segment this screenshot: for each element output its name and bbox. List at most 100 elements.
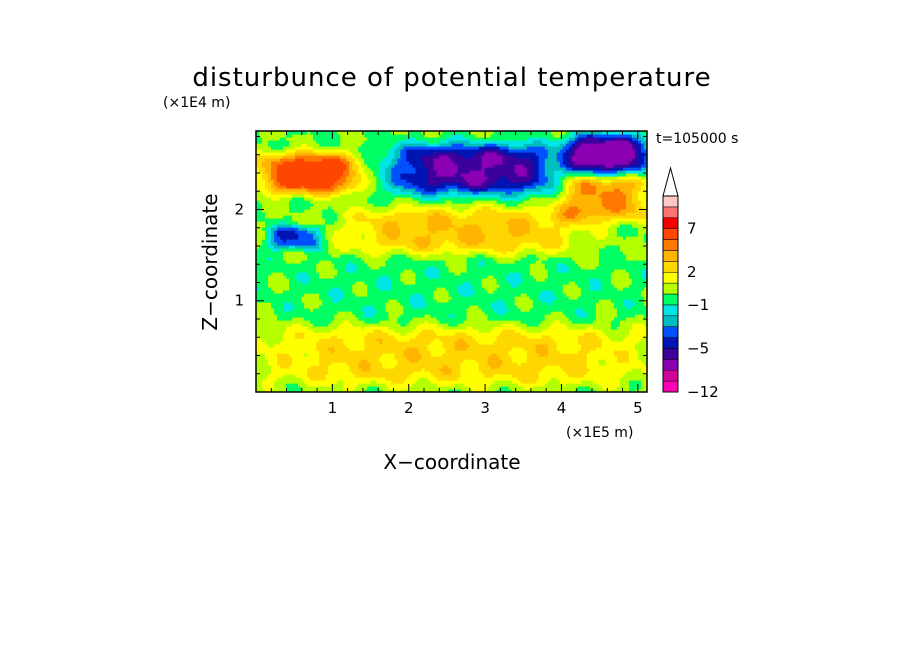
field-cell xyxy=(442,389,447,392)
field-cell xyxy=(625,293,630,297)
field-cell xyxy=(277,368,281,372)
field-cell xyxy=(310,335,314,339)
field-cell xyxy=(298,374,302,378)
field-cell xyxy=(550,326,555,330)
field-cell xyxy=(445,293,450,297)
field-cell xyxy=(442,368,447,372)
field-cell xyxy=(532,383,537,387)
field-cell xyxy=(280,359,284,363)
field-cell xyxy=(307,302,311,306)
field-cell xyxy=(634,281,639,285)
field-cell xyxy=(481,374,486,378)
field-cell xyxy=(337,290,341,294)
field-cell xyxy=(373,329,377,333)
field-cell xyxy=(595,308,600,312)
field-cell xyxy=(391,341,395,345)
field-cell xyxy=(328,323,332,327)
field-cell xyxy=(634,374,639,378)
field-cell xyxy=(496,290,501,294)
field-cell xyxy=(541,353,546,357)
field-cell xyxy=(583,338,588,342)
field-cell xyxy=(493,356,498,360)
field-cell xyxy=(295,299,299,303)
field-cell xyxy=(598,308,603,312)
field-cell xyxy=(265,338,269,342)
field-cell xyxy=(433,299,438,303)
field-cell xyxy=(292,341,296,345)
field-cell xyxy=(460,314,465,318)
field-cell xyxy=(640,287,645,291)
field-cell xyxy=(271,323,275,327)
field-cell xyxy=(547,329,552,333)
field-cell xyxy=(298,362,302,366)
field-cell xyxy=(283,365,287,369)
field-cell xyxy=(487,332,492,336)
field-cell xyxy=(475,374,480,378)
field-cell xyxy=(484,389,489,392)
field-cell xyxy=(433,371,438,375)
field-cell xyxy=(256,308,260,312)
field-cell xyxy=(604,389,609,392)
field-cell xyxy=(412,293,417,297)
field-cell xyxy=(418,314,423,318)
field-cell xyxy=(625,359,630,363)
field-cell xyxy=(637,308,642,312)
field-cell xyxy=(586,341,591,345)
field-cell xyxy=(607,371,612,375)
field-cell xyxy=(466,389,471,392)
field-cell xyxy=(262,281,266,285)
field-cell xyxy=(292,323,296,327)
field-cell xyxy=(415,362,420,366)
field-cell xyxy=(334,383,338,387)
field-cell xyxy=(400,371,404,375)
field-cell xyxy=(460,362,465,366)
field-cell xyxy=(562,302,567,306)
field-cell xyxy=(640,338,645,342)
field-cell xyxy=(631,329,636,333)
field-cell xyxy=(265,323,269,327)
field-cell xyxy=(307,362,311,366)
field-cell xyxy=(586,359,591,363)
field-cell xyxy=(388,383,392,387)
field-cell xyxy=(349,290,353,294)
field-cell xyxy=(640,326,645,330)
field-cell xyxy=(517,326,522,330)
field-cell xyxy=(400,344,404,348)
field-cell xyxy=(622,380,627,384)
field-cell xyxy=(547,293,552,297)
field-cell xyxy=(277,305,281,309)
field-cell xyxy=(316,314,320,318)
field-cell xyxy=(574,359,579,363)
field-cell xyxy=(529,332,534,336)
field-cell xyxy=(583,356,588,360)
field-cell xyxy=(343,299,347,303)
field-cell xyxy=(508,311,513,315)
field-cell xyxy=(376,386,380,390)
field-cell xyxy=(316,374,320,378)
field-cell xyxy=(343,365,347,369)
field-cell xyxy=(619,335,624,339)
field-cell xyxy=(595,359,600,363)
field-cell xyxy=(271,380,275,384)
field-cell xyxy=(538,359,543,363)
field-cell xyxy=(412,335,417,339)
field-cell xyxy=(328,317,332,321)
field-cell xyxy=(376,359,380,363)
field-cell xyxy=(514,386,519,390)
field-cell xyxy=(400,353,404,357)
field-cell xyxy=(280,389,284,392)
field-cell xyxy=(430,368,435,372)
field-cell xyxy=(487,290,492,294)
field-cell xyxy=(349,275,353,279)
field-cell xyxy=(397,347,401,351)
field-cell xyxy=(589,338,594,342)
field-cell xyxy=(526,329,531,333)
field-cell xyxy=(490,314,495,318)
field-cell xyxy=(601,314,606,318)
field-cell xyxy=(517,287,522,291)
field-cell xyxy=(562,320,567,324)
field-cell xyxy=(445,284,450,288)
field-cell xyxy=(583,377,588,381)
field-cell xyxy=(406,320,410,324)
field-cell xyxy=(463,377,468,381)
